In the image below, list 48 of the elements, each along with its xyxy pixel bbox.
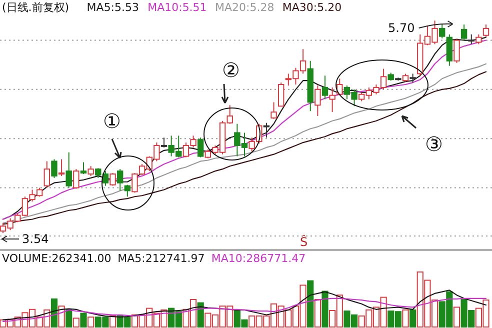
candlestick <box>110 172 116 186</box>
text: MA10:5.51 <box>148 1 207 14</box>
annotation: ③ <box>425 132 443 156</box>
text: MA10:286771.47 <box>211 252 306 265</box>
bar <box>307 280 314 328</box>
candlestick <box>51 158 58 178</box>
bar <box>72 318 80 328</box>
candlestick <box>460 24 468 41</box>
candlestick <box>270 102 277 120</box>
candlestick <box>197 137 204 158</box>
annotation: ② <box>222 58 240 82</box>
candlestick <box>80 162 87 174</box>
candlestick <box>454 38 460 64</box>
bar <box>66 308 72 328</box>
candlestick <box>278 82 284 107</box>
bar <box>314 299 321 328</box>
bar <box>453 306 460 328</box>
candlestick <box>88 166 94 176</box>
text: Ŝ <box>300 234 308 249</box>
text: MA5:5.53 <box>86 1 140 14</box>
text: MA30:5.20 <box>282 1 342 14</box>
bar <box>50 298 58 328</box>
candlestick <box>322 75 328 100</box>
annotation: 3.54 <box>22 232 49 246</box>
bar <box>88 316 94 328</box>
candlestick <box>73 168 80 190</box>
candlestick <box>438 24 446 39</box>
bar <box>58 306 65 328</box>
text: MA20:5.28 <box>215 1 274 14</box>
candlestick <box>314 85 321 116</box>
bar <box>322 290 328 328</box>
text: MA5:212741.97 <box>118 252 205 265</box>
candlestick <box>66 152 72 188</box>
candlestick <box>124 184 131 198</box>
candlestick <box>482 24 490 38</box>
candlestick <box>44 160 50 188</box>
annotation: 5.70 <box>388 21 415 35</box>
candlestick <box>446 34 453 66</box>
bar <box>402 309 409 328</box>
candlestick <box>329 86 336 113</box>
annotation: ① <box>103 109 121 133</box>
chart-title: (日线.前复权) <box>2 1 70 14</box>
bar <box>410 309 416 328</box>
bar <box>109 316 116 328</box>
candlestick <box>58 158 65 176</box>
candlestick <box>116 168 124 192</box>
bar <box>80 312 87 328</box>
chart-title: VOLUME:262341.00 <box>2 252 112 265</box>
